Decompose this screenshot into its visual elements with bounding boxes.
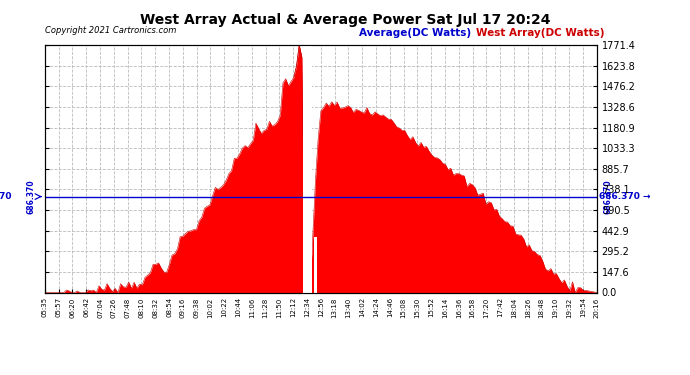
Text: 686.370: 686.370	[604, 179, 613, 214]
Text: West Array(DC Watts): West Array(DC Watts)	[476, 28, 604, 38]
Text: Average(DC Watts): Average(DC Watts)	[359, 28, 471, 38]
Text: ← 686.370: ← 686.370	[0, 192, 12, 201]
Text: 686.370: 686.370	[26, 179, 35, 214]
Text: Copyright 2021 Cartronics.com: Copyright 2021 Cartronics.com	[45, 26, 176, 35]
Text: West Array Actual & Average Power Sat Jul 17 20:24: West Array Actual & Average Power Sat Ju…	[140, 13, 550, 27]
Text: 686.370 →: 686.370 →	[599, 192, 651, 201]
